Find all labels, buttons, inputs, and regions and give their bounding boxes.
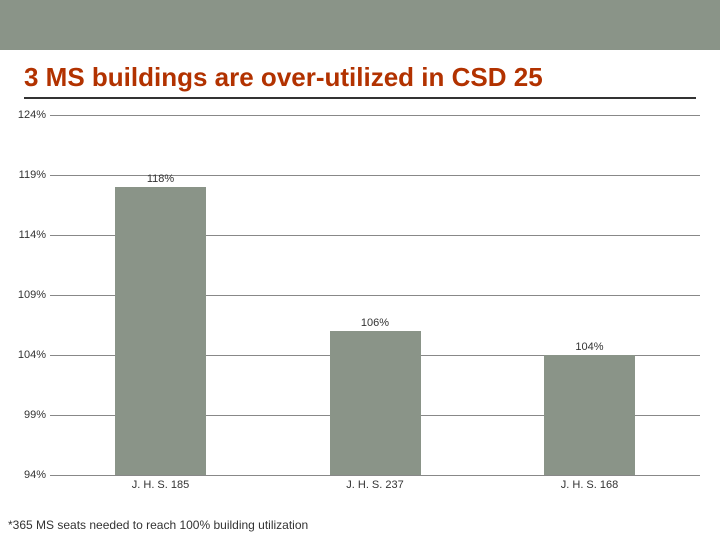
gridline <box>50 115 700 116</box>
bar <box>544 355 635 475</box>
gridline <box>50 475 700 476</box>
title-container: 3 MS buildings are over-utilized in CSD … <box>0 50 720 105</box>
y-axis-label: 109% <box>10 289 46 301</box>
y-axis-label: 114% <box>10 229 46 241</box>
bar-value-label: 104% <box>575 341 603 353</box>
y-axis-label: 94% <box>10 469 46 481</box>
y-axis-label: 124% <box>10 109 46 121</box>
bar-value-label: 118% <box>147 173 174 185</box>
bar <box>330 331 421 475</box>
top-accent-bar <box>0 0 720 50</box>
y-axis-label: 119% <box>10 169 46 181</box>
bar-value-label: 106% <box>361 317 389 329</box>
x-axis-label: J. H. S. 168 <box>561 479 618 491</box>
footnote-text: *365 MS seats needed to reach 100% build… <box>8 518 308 532</box>
bar-chart: 94%99%104%109%114%119%124%118%J. H. S. 1… <box>50 115 700 475</box>
page-title: 3 MS buildings are over-utilized in CSD … <box>24 62 696 99</box>
bar <box>115 187 206 475</box>
x-axis-label: J. H. S. 185 <box>132 479 189 491</box>
y-axis-label: 104% <box>10 349 46 361</box>
x-axis-label: J. H. S. 237 <box>346 479 403 491</box>
y-axis-label: 99% <box>10 409 46 421</box>
